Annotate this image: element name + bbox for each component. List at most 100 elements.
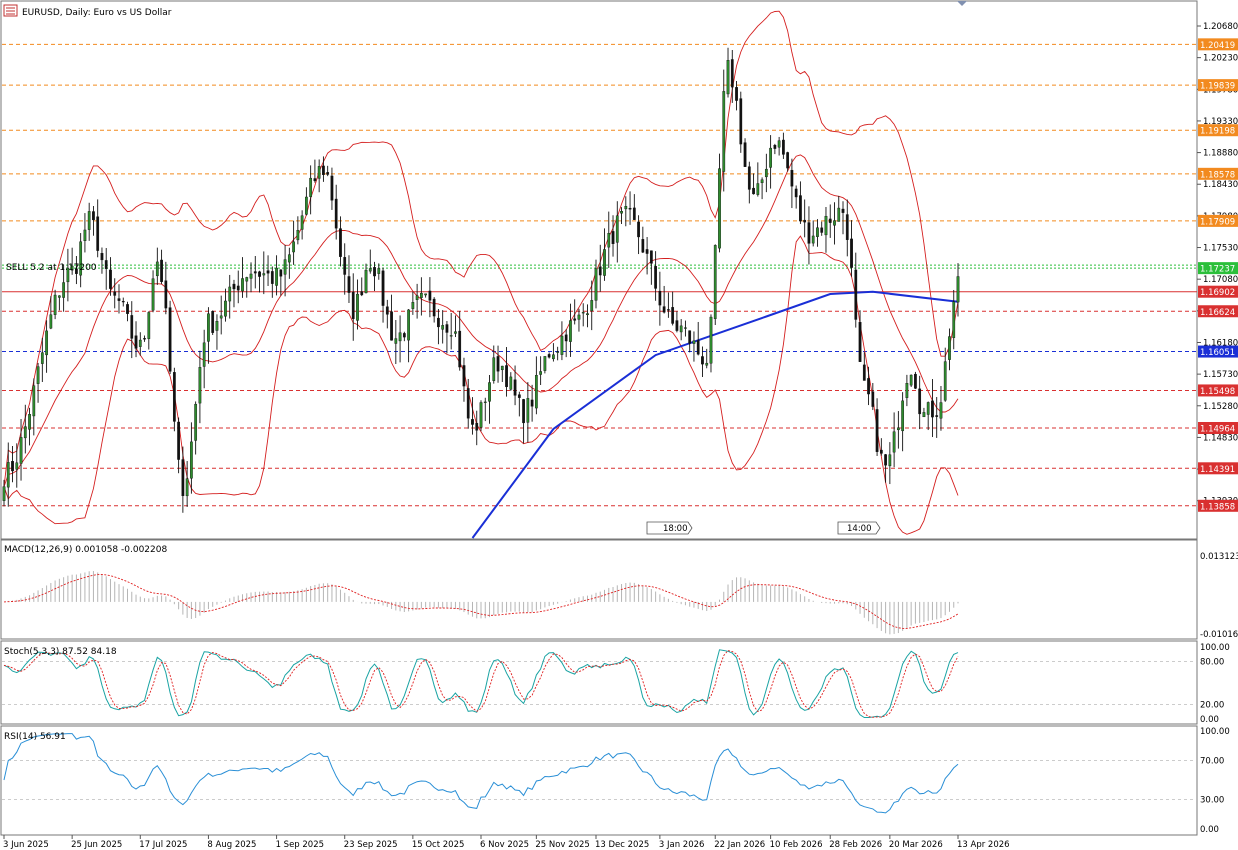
candle	[845, 199, 849, 257]
stoch-series	[2, 649, 1197, 718]
price-level-label: 1.14391	[1200, 465, 1235, 475]
candle	[100, 247, 104, 274]
candle-body	[794, 188, 798, 198]
stoch-panel[interactable]	[0, 640, 1198, 725]
candle-body	[130, 315, 134, 339]
rsi-panel[interactable]	[0, 725, 1198, 836]
candle	[283, 244, 287, 297]
candle-body	[466, 388, 470, 419]
price-tick-label: 1.18880	[1203, 149, 1238, 159]
candle-body	[198, 367, 202, 404]
candle-body	[850, 238, 853, 268]
candle-body	[918, 388, 922, 415]
candle	[164, 261, 168, 315]
candle-body	[871, 391, 875, 407]
candle-body	[322, 165, 325, 175]
candle	[675, 311, 679, 333]
candle-body	[437, 317, 440, 328]
candle-body	[782, 139, 785, 155]
price-level-label: 1.15498	[1200, 387, 1235, 397]
rsi-tick-label: 30.00	[1200, 796, 1224, 806]
candle-body	[6, 462, 10, 488]
price-level-label: 1.17909	[1200, 217, 1235, 227]
candle-body	[360, 291, 364, 296]
candle	[586, 304, 589, 328]
price-level-label: 1.16051	[1200, 348, 1235, 358]
candle	[62, 264, 65, 312]
price-panel[interactable]	[0, 0, 1198, 540]
candle	[773, 143, 777, 155]
candle-body	[96, 216, 100, 251]
time-tick-label: 10 Feb 2026	[770, 840, 823, 850]
scroll-marker-icon[interactable]	[957, 1, 967, 6]
candle	[718, 153, 721, 253]
candle-body	[709, 316, 713, 364]
candle	[66, 248, 70, 302]
candle-body	[445, 324, 449, 333]
candle	[884, 453, 887, 483]
candle	[160, 249, 163, 285]
time-tick-label: 1 Sep 2025	[276, 840, 324, 850]
candle-body	[892, 431, 896, 453]
candles	[2, 47, 960, 513]
price-level-tag	[1198, 345, 1238, 358]
stoch-tick-label: 20.00	[1200, 701, 1224, 711]
candle	[207, 307, 210, 364]
candle	[807, 206, 811, 265]
candle-body	[939, 402, 943, 419]
price-level-label: 1.17237	[1200, 265, 1235, 275]
session-marker-1[interactable]: 18:00	[646, 521, 693, 535]
candle-body	[828, 218, 832, 223]
candle-body	[70, 265, 74, 271]
candle-body	[811, 235, 815, 244]
candle	[598, 244, 602, 292]
rsi-series	[2, 733, 1197, 814]
candle-body	[441, 325, 445, 330]
macd-panel[interactable]	[0, 539, 1198, 640]
price-level-tag	[1198, 285, 1238, 298]
rsi-title: RSI(14) 56.91	[4, 732, 66, 742]
price-level-tag	[1198, 38, 1238, 51]
candle	[411, 291, 415, 315]
candle	[92, 206, 95, 236]
candle-body	[611, 231, 615, 245]
candle	[956, 263, 960, 317]
candle-body	[539, 371, 542, 375]
candle	[726, 47, 730, 98]
session-marker-2[interactable]: 14:00	[837, 521, 881, 535]
candle-body	[75, 268, 78, 274]
candle-body	[649, 250, 653, 264]
candle	[756, 162, 760, 197]
candle-body	[326, 172, 330, 175]
candle-body	[943, 361, 947, 401]
stoch-tick-label: 100.00	[1200, 643, 1230, 653]
candle	[296, 216, 300, 245]
chart-title: EURUSD, Daily: Euro vs US Dollar	[22, 8, 172, 18]
candle-body	[581, 312, 585, 314]
candle-body	[36, 366, 40, 384]
level-labels: 1.20419 1.19839 1.19198 1.18578 1.17909 1.172…	[1198, 38, 1238, 512]
candle-body	[931, 400, 934, 418]
candle-body	[603, 249, 606, 276]
time-tick-label: 3 Jan 2026	[659, 840, 705, 850]
candle	[931, 379, 934, 438]
time-tick-label: 13 Apr 2026	[957, 840, 1010, 850]
candle-body	[364, 269, 368, 294]
window-icon[interactable]	[3, 4, 18, 17]
price-tick-label: 1.17080	[1203, 275, 1238, 285]
price-tick-label: 1.15280	[1203, 402, 1238, 412]
candle-body	[155, 261, 159, 277]
stoch-title: Stoch(5,3,3) 87.52 84.18	[4, 647, 117, 657]
candle	[462, 357, 466, 402]
candle-body	[211, 311, 215, 333]
candle-body	[479, 402, 483, 428]
candle-body	[586, 313, 589, 316]
candle-body	[100, 253, 104, 261]
price-tick-label: 1.17530	[1203, 244, 1238, 254]
candle-body	[87, 211, 91, 230]
candle-body	[428, 290, 432, 301]
candle-body	[121, 301, 125, 303]
candle	[190, 422, 193, 494]
candle-body	[713, 245, 717, 319]
